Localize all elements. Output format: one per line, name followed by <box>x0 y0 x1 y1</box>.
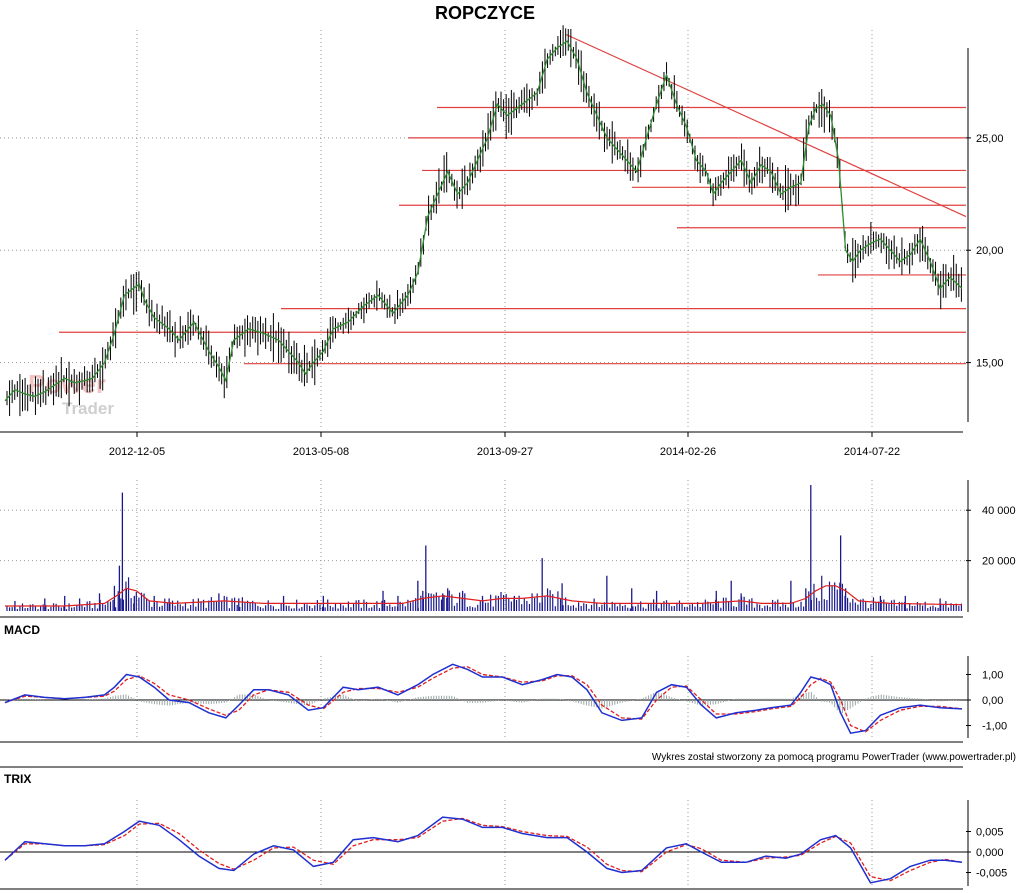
trix-ytick-label-0: -0,005 <box>976 868 1007 880</box>
trix-panel <box>0 816 966 884</box>
macd-line <box>4 663 963 735</box>
macd-ytick-label-2: 1,00 <box>982 669 1003 681</box>
chart-title: ROPCZYCE <box>435 3 535 23</box>
watermark-line2: Trader <box>62 399 114 418</box>
trix-ytick-label-1: 0,000 <box>976 847 1004 859</box>
trend-line <box>565 33 967 218</box>
credit-text: Wykres został stworzony za pomocą progra… <box>652 752 1016 763</box>
macd-panel <box>0 663 966 735</box>
volume-panel <box>5 485 963 611</box>
volume-bars <box>6 485 963 611</box>
price-close-line <box>4 40 963 402</box>
volume-ytick-label-0: 20 000 <box>982 556 1016 568</box>
macd-panel-label: MACD <box>4 623 40 637</box>
trix-panel-label: TRIX <box>4 772 31 786</box>
trix-ytick-label-2: 0,005 <box>976 826 1004 838</box>
price-bars <box>6 25 962 417</box>
date-tick-label-2: 2013-09-27 <box>477 446 533 458</box>
date-tick-label-4: 2014-07-22 <box>844 446 900 458</box>
macd-ytick-label-1: 0,00 <box>982 695 1003 707</box>
trix-line <box>4 816 963 884</box>
price-panel <box>4 25 967 417</box>
volume-ytick-label-1: 40 000 <box>982 505 1016 517</box>
price-ytick-label-0: 15,00 <box>976 358 1004 370</box>
date-tick-label-0: 2012-12-05 <box>109 446 165 458</box>
macd-histogram <box>6 691 962 714</box>
price-ytick-label-2: 25,00 <box>976 133 1004 145</box>
date-tick-label-3: 2014-02-26 <box>660 446 716 458</box>
price-ytick-label-1: 20,00 <box>976 245 1004 257</box>
date-tick-label-1: 2013-05-08 <box>293 446 349 458</box>
trix-signal-line <box>4 817 963 882</box>
grid-lines <box>0 30 966 886</box>
volume-average-line <box>5 585 963 607</box>
axes: 15,00 20,00 25,00 2012-12-05 2013-05-08 2013-… <box>0 48 1016 890</box>
macd-ytick-label-0: -1,00 <box>982 721 1007 733</box>
